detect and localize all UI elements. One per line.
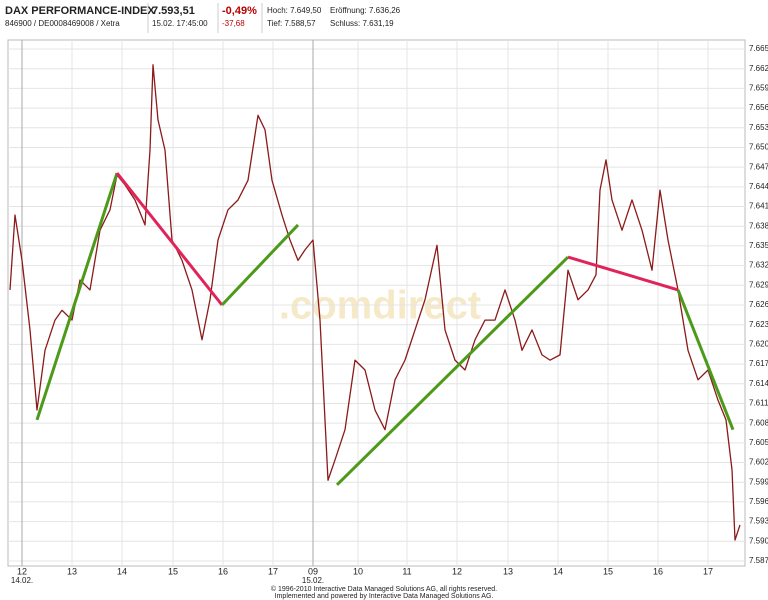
x-tick-label: 14 [117, 566, 127, 576]
x-tick-label: 16 [653, 566, 663, 576]
trend-line [676, 289, 735, 431]
x-tick-label: 15 [168, 566, 178, 576]
change-pct: -0,49% [222, 5, 257, 17]
high: Hoch: 7.649,50 [267, 6, 322, 15]
y-tick-label: 7.635 [749, 241, 768, 250]
y-tick-label: 7.629 [749, 280, 768, 289]
x-tick-label: 16 [218, 566, 228, 576]
y-tick-label: 7.644 [749, 182, 768, 191]
y-tick-label: 7.662 [749, 64, 768, 73]
trend-line [115, 172, 224, 306]
price: 7.593,51 [152, 5, 195, 17]
y-tick-label: 7.602 [749, 458, 768, 467]
y-tick-label: 7.617 [749, 359, 768, 368]
y-tick-label: 7.596 [749, 497, 768, 506]
title: DAX PERFORMANCE-INDEX [5, 5, 155, 17]
x-tick-label: 17 [268, 566, 278, 576]
y-tick-label: 7.620 [749, 339, 768, 348]
change-abs: -37,68 [222, 19, 245, 28]
x-tick-label: 17 [703, 566, 713, 576]
date-label: 15.02. [302, 576, 324, 585]
plot-frame [7, 39, 746, 567]
x-tick-label: 12 [452, 566, 462, 576]
x-tick-label: 09 [308, 566, 318, 576]
y-tick-label: 7.659 [749, 83, 768, 92]
y-tick-label: 7.641 [749, 202, 768, 211]
y-tick-label: 7.593 [749, 517, 768, 526]
y-tick-label: 7.587 [749, 556, 768, 565]
x-tick-label: 14 [553, 566, 563, 576]
credits: Implemented and powered by Interactive D… [275, 593, 494, 600]
y-tick-label: 7.665 [749, 44, 768, 53]
y-tick-label: 7.590 [749, 536, 768, 545]
close: Schluss: 7.631,19 [330, 19, 394, 28]
y-tick-label: 7.653 [749, 123, 768, 132]
watermark: .comdirect [279, 284, 481, 328]
y-tick-label: 7.605 [749, 438, 768, 447]
open: Eröffnung: 7.636,26 [330, 6, 401, 15]
time: 15.02. 17:45:00 [152, 19, 208, 28]
security-id: 846900 / DE0008469008 / Xetra [5, 19, 120, 28]
y-tick-label: 7.626 [749, 300, 768, 309]
y-tick-label: 7.647 [749, 162, 768, 171]
y-tick-label: 7.650 [749, 143, 768, 152]
y-tick-label: 7.656 [749, 103, 768, 112]
x-tick-label: 10 [353, 566, 363, 576]
x-tick-label: 15 [603, 566, 613, 576]
trend-line [35, 172, 119, 421]
y-tick-label: 7.623 [749, 320, 768, 329]
date-label: 14.02. [11, 576, 33, 585]
y-tick-label: 7.608 [749, 418, 768, 427]
low: Tief: 7.588,57 [267, 19, 316, 28]
y-tick-label: 7.632 [749, 261, 768, 270]
x-tick-label: 13 [67, 566, 77, 576]
x-tick-label: 12 [17, 566, 27, 576]
trend-line [567, 255, 679, 292]
x-tick-label: 11 [402, 566, 411, 576]
y-tick-label: 7.599 [749, 477, 768, 486]
y-tick-label: 7.611 [749, 399, 768, 408]
trend-line [220, 223, 300, 307]
y-tick-label: 7.638 [749, 221, 768, 230]
trend-line [335, 256, 570, 486]
x-tick-label: 13 [503, 566, 513, 576]
copyright: © 1996-2010 Interactive Data Managed Sol… [271, 585, 497, 593]
y-tick-label: 7.614 [749, 379, 768, 388]
